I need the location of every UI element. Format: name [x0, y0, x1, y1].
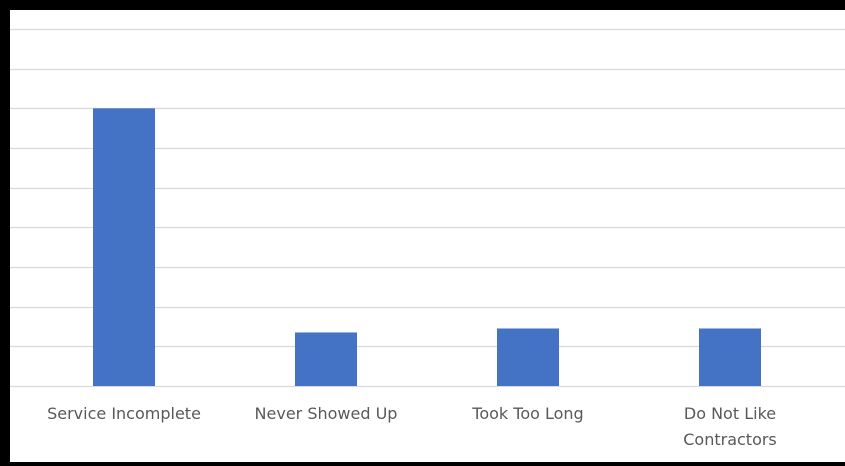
x-tick-label: Do Not Like Contractors [683, 404, 777, 449]
bar [497, 328, 559, 386]
x-tick-label: Service Incomplete [47, 404, 201, 423]
x-tick-label: Never Showed Up [255, 404, 398, 423]
x-tick-label: Took Too Long [471, 404, 583, 423]
bar [699, 328, 761, 386]
bar [295, 332, 357, 386]
bar [93, 108, 155, 386]
bars [93, 108, 761, 386]
category-labels: Service Incomplete Never Showed Up Took To… [47, 404, 777, 449]
